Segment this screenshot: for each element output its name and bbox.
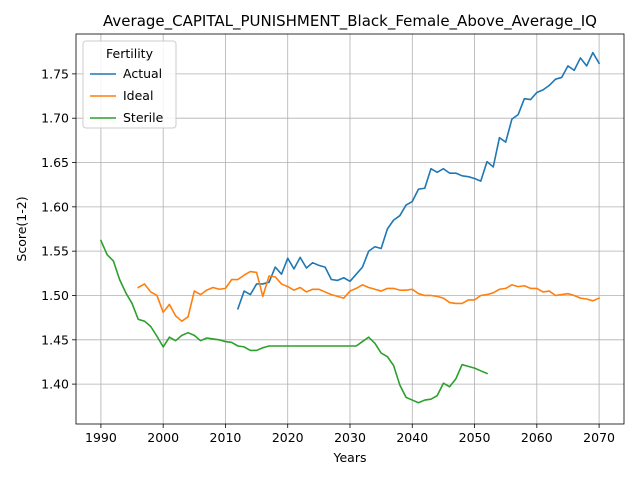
x-tick-label: 2060 bbox=[521, 430, 553, 445]
y-tick-label: 1.55 bbox=[41, 244, 69, 259]
y-tick-label: 1.45 bbox=[41, 332, 69, 347]
x-axis-label: Years bbox=[333, 450, 367, 465]
x-axis: 1990 2000 2010 2020 2030 2040 2050 2060 2070 bbox=[85, 424, 615, 445]
x-tick-label: 2040 bbox=[396, 430, 428, 445]
y-tick-label: 1.65 bbox=[41, 155, 69, 170]
y-tick-label: 1.40 bbox=[41, 377, 69, 392]
x-tick-label: 2030 bbox=[334, 430, 366, 445]
legend-label-ideal: Ideal bbox=[123, 88, 153, 103]
y-tick-label: 1.50 bbox=[41, 288, 69, 303]
y-tick-label: 1.75 bbox=[41, 66, 69, 81]
y-tick-label: 1.60 bbox=[41, 199, 69, 214]
series-line-sterile bbox=[101, 241, 487, 403]
legend-label-actual: Actual bbox=[123, 66, 162, 81]
x-tick-label: 1990 bbox=[85, 430, 117, 445]
x-tick-label: 2020 bbox=[272, 430, 304, 445]
x-tick-label: 2010 bbox=[210, 430, 242, 445]
x-tick-label: 2000 bbox=[147, 430, 179, 445]
series-line-ideal bbox=[138, 272, 599, 322]
legend-label-sterile: Sterile bbox=[123, 110, 164, 125]
y-axis-label: Score(1-2) bbox=[14, 196, 29, 261]
series-line-actual bbox=[238, 53, 599, 309]
y-axis: 1.40 1.45 1.50 1.55 1.60 1.65 1.70 1.75 bbox=[41, 66, 76, 391]
x-tick-label: 2050 bbox=[459, 430, 491, 445]
x-tick-label: 2070 bbox=[583, 430, 615, 445]
y-tick-label: 1.70 bbox=[41, 111, 69, 126]
legend: Fertility Actual Ideal Sterile bbox=[83, 41, 176, 128]
chart-title: Average_CAPITAL_PUNISHMENT_Black_Female_… bbox=[103, 12, 597, 31]
legend-title: Fertility bbox=[106, 46, 154, 61]
